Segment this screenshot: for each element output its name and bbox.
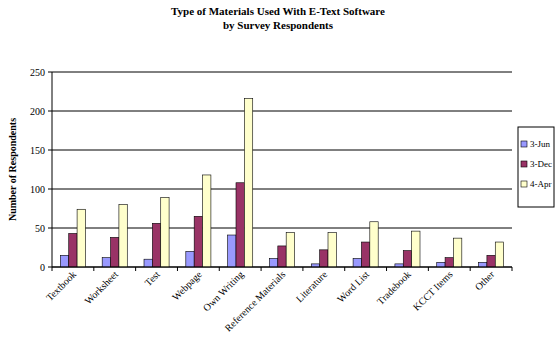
x-tick-label: Textbook xyxy=(44,269,78,303)
bar xyxy=(161,198,169,267)
y-tick xyxy=(48,228,52,229)
bar xyxy=(69,233,77,267)
x-tick-label: Worksheet xyxy=(82,268,120,306)
x-tick-label: Word List xyxy=(335,268,371,304)
bar xyxy=(328,233,336,267)
x-tick xyxy=(261,267,262,271)
bar xyxy=(278,246,286,267)
y-tick xyxy=(48,189,52,190)
bar xyxy=(102,258,110,267)
bar xyxy=(286,233,294,267)
y-tick xyxy=(48,267,52,268)
x-tick-label: Reference Materials xyxy=(223,269,288,334)
bar xyxy=(361,242,369,267)
x-tick xyxy=(135,267,136,271)
legend-box xyxy=(518,127,554,207)
bar xyxy=(403,251,411,267)
grid-line xyxy=(52,150,512,151)
bar xyxy=(269,258,277,267)
y-tick-label: 0 xyxy=(40,262,45,273)
x-axis xyxy=(52,267,512,268)
y-tick xyxy=(48,150,52,151)
y-tick xyxy=(48,111,52,112)
x-tick-label: Tradebook xyxy=(375,269,413,307)
bar xyxy=(370,222,378,267)
legend-swatch xyxy=(521,161,527,167)
title: Type of Materials Used With E-Text Softw… xyxy=(171,5,385,17)
y-tick-label: 50 xyxy=(35,223,45,234)
bar xyxy=(203,175,211,267)
x-tick xyxy=(344,267,345,271)
bars xyxy=(60,99,503,267)
legend-label: 3-Jun xyxy=(530,139,550,149)
x-tick-label: Test xyxy=(142,268,162,288)
x-tick-label: KCCT Items xyxy=(411,269,455,313)
x-tick xyxy=(386,267,387,271)
bar xyxy=(445,258,453,267)
bar xyxy=(77,209,85,267)
bar xyxy=(60,255,68,267)
x-tick-label: Other xyxy=(473,268,497,292)
bar xyxy=(144,259,152,267)
chart: Type of Materials Used With E-Text Softw… xyxy=(0,0,555,354)
x-tick xyxy=(52,267,53,271)
grid-line xyxy=(52,72,512,73)
bar xyxy=(320,250,328,267)
grid-line xyxy=(52,267,512,268)
legend-swatch xyxy=(521,181,527,187)
subtitle: by Survey Respondents xyxy=(223,19,334,31)
bar xyxy=(437,262,445,267)
bar xyxy=(111,237,119,267)
x-tick xyxy=(219,267,220,271)
x-tick xyxy=(428,267,429,271)
legend-label: 4-Apr xyxy=(530,179,552,189)
x-tick xyxy=(302,267,303,271)
bar xyxy=(495,242,503,267)
bar xyxy=(487,255,495,267)
bar xyxy=(152,223,160,267)
bar xyxy=(353,258,361,267)
x-tick-label: Literature xyxy=(294,268,330,304)
y-axis xyxy=(52,72,53,267)
grid-line xyxy=(52,189,512,190)
x-tick xyxy=(470,267,471,271)
legend-label: 3-Dec xyxy=(530,159,552,169)
y-tick-label: 150 xyxy=(30,145,45,156)
bar xyxy=(244,99,252,267)
bar xyxy=(186,251,194,267)
bar xyxy=(479,262,487,267)
grid-line xyxy=(52,111,512,112)
bar xyxy=(119,205,127,267)
y-tick-label: 100 xyxy=(30,184,45,195)
x-tick xyxy=(512,267,513,271)
bar xyxy=(228,235,236,267)
bar xyxy=(194,216,202,267)
y-axis-label: Number of Respondents xyxy=(7,118,18,221)
y-tick-label: 200 xyxy=(30,106,45,117)
legend-swatch xyxy=(521,141,527,147)
y-tick xyxy=(48,72,52,73)
y-tick-label: 250 xyxy=(30,67,45,78)
x-tick-label: Own Writing xyxy=(201,269,246,314)
bar xyxy=(453,238,461,267)
x-tick xyxy=(93,267,94,271)
x-tick-label: Webpage xyxy=(170,268,204,302)
bar xyxy=(412,231,420,267)
x-tick xyxy=(177,267,178,271)
bar xyxy=(236,183,244,267)
